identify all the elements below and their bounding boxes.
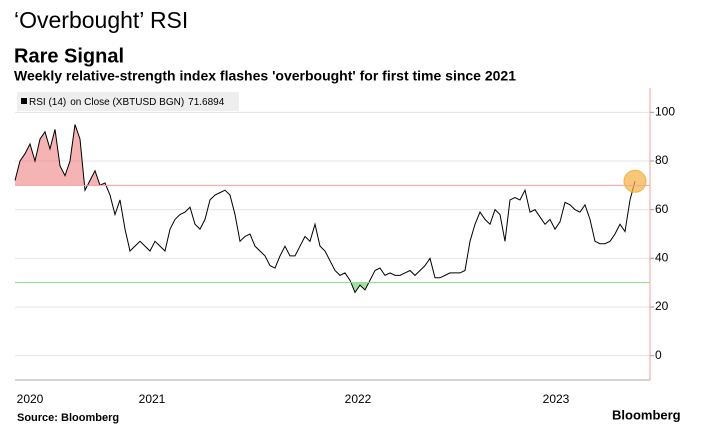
y-tick-label: 20 [655, 299, 669, 313]
y-tick-label: 40 [655, 251, 669, 265]
y-tick-label: 60 [655, 202, 669, 216]
chart-title: ‘Overbought’ RSI [14, 7, 188, 33]
line [14, 124, 636, 294]
brand-logo: Bloomberg [612, 407, 681, 422]
y-tick-label: 100 [655, 105, 675, 119]
plot-area: 0 20 40 60 80 100 2020 2021 2022 2023 RSI (14) on C… [14, 88, 675, 406]
x-tick-label: 2022 [345, 392, 372, 406]
legend-text: RSI (14) on Close (XBTUSD BGN) 71.6894 [29, 97, 225, 108]
x-tick-label: 2020 [17, 392, 44, 406]
legend-detail: on Close (XBTUSD BGN) [70, 97, 184, 108]
legend-label: RSI (14) [29, 97, 66, 108]
y-tick-label: 80 [655, 153, 669, 167]
legend-swatch [21, 98, 27, 104]
chart-subtitle: Rare Signal [14, 45, 124, 67]
legend-value: 71.6894 [188, 97, 225, 108]
y-tick-label: 0 [655, 348, 662, 362]
highlight [623, 169, 647, 193]
source-note: Source: Bloomberg [17, 412, 119, 424]
x-tick-label: 2023 [543, 392, 570, 406]
legend-box [17, 92, 239, 111]
zone-fill [15, 282, 635, 293]
x-tick-label: 2021 [139, 392, 166, 406]
chart-description: Weekly relative-strength index flashes '… [14, 68, 516, 84]
zone-fill [15, 124, 635, 186]
